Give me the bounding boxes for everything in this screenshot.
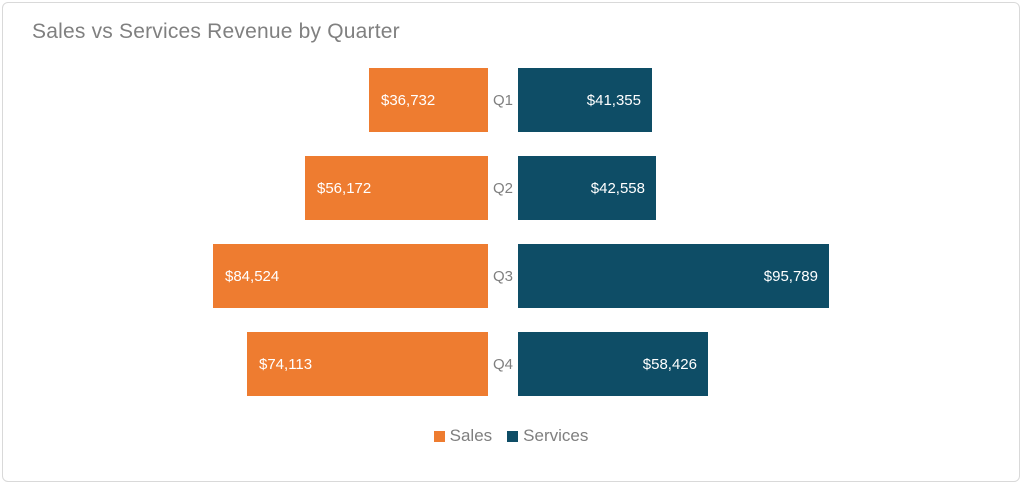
sales-cell: $74,113 (3, 332, 488, 396)
sales-data-label: $74,113 (259, 355, 313, 373)
category-label-q4: Q4 (492, 355, 513, 373)
services-data-label: $41,355 (586, 91, 641, 109)
category-label-q3: Q3 (492, 267, 513, 285)
chart-row-q2: $56,172 Q2 $42,558 (3, 156, 1019, 220)
legend-item-services: Services (507, 426, 588, 446)
services-swatch-icon (507, 430, 519, 442)
services-data-label: $42,558 (590, 179, 645, 197)
chart-row-q1: $36,732 Q1 $41,355 (3, 68, 1019, 132)
services-bar-q4: $58,426 (518, 332, 708, 396)
chart-row-q4: $74,113 Q4 $58,426 (3, 332, 1019, 396)
services-bar-q3: $95,789 (518, 244, 829, 308)
services-bar-q1: $41,355 (518, 68, 652, 132)
sales-cell: $56,172 (3, 156, 488, 220)
sales-data-label: $56,172 (317, 179, 372, 197)
services-cell: $42,558 (518, 156, 1019, 220)
legend-label-services: Services (523, 426, 589, 445)
sales-data-label: $36,732 (381, 91, 436, 109)
sales-bar-q2: $56,172 (305, 156, 488, 220)
services-cell: $58,426 (518, 332, 1019, 396)
legend-label-sales: Sales (449, 426, 493, 445)
sales-cell: $84,524 (3, 244, 488, 308)
services-bar-q2: $42,558 (518, 156, 656, 220)
services-data-label: $58,426 (642, 355, 697, 373)
sales-bar-q3: $84,524 (213, 244, 488, 308)
sales-cell: $36,732 (3, 68, 488, 132)
chart-row-q3: $84,524 Q3 $95,789 (3, 244, 1019, 308)
chart-title: Sales vs Services Revenue by Quarter (32, 20, 400, 43)
sales-data-label: $84,524 (225, 267, 280, 285)
category-label-q2: Q2 (492, 179, 513, 197)
legend: Sales Services (3, 426, 1019, 446)
sales-swatch-icon (433, 430, 445, 442)
services-cell: $41,355 (518, 68, 1019, 132)
legend-item-sales: Sales (433, 426, 493, 446)
sales-bar-q4: $74,113 (247, 332, 488, 396)
services-data-label: $95,789 (763, 267, 818, 285)
sales-bar-q1: $36,732 (369, 68, 488, 132)
category-label-q1: Q1 (492, 91, 513, 109)
plot-area: $36,732 Q1 $41,355 $56,172 Q2 $42,558 $84,524 Q… (3, 68, 1019, 420)
services-cell: $95,789 (518, 244, 1019, 308)
